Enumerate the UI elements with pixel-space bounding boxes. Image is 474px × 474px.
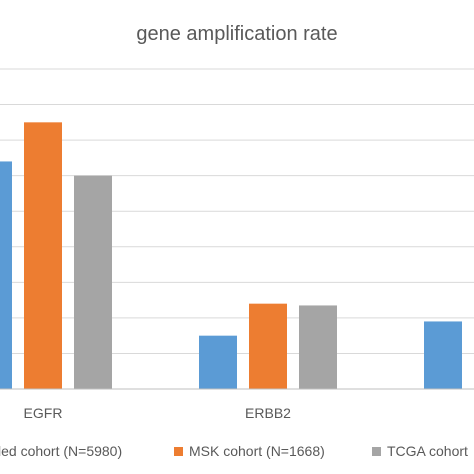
x-tick-label-egfr: EGFR bbox=[24, 405, 63, 421]
legend-swatch-series-2 bbox=[174, 447, 183, 456]
legend: led cohort (N=5980) MSK cohort (N=1668) … bbox=[0, 443, 468, 459]
bars bbox=[0, 122, 462, 389]
bar-series-1-cat-2 bbox=[199, 335, 237, 389]
grid-lines bbox=[0, 68, 474, 354]
legend-swatch-series-3 bbox=[372, 447, 381, 456]
bar-series-3-cat-2 bbox=[299, 305, 337, 389]
bar-series-1-cat-1 bbox=[0, 161, 12, 389]
legend-label-series-3: TCGA cohort bbox=[387, 443, 468, 459]
bar-series-2-cat-2 bbox=[249, 303, 287, 389]
bar-series-1-cat-3 bbox=[424, 321, 462, 389]
x-tick-label-erbb2: ERBB2 bbox=[245, 405, 291, 421]
bar-series-3-cat-1 bbox=[74, 175, 112, 389]
legend-label-series-2: MSK cohort (N=1668) bbox=[189, 443, 325, 459]
chart-title: gene amplification rate bbox=[136, 23, 337, 45]
legend-label-series-1: led cohort (N=5980) bbox=[0, 443, 122, 459]
bar-series-2-cat-1 bbox=[24, 122, 62, 389]
